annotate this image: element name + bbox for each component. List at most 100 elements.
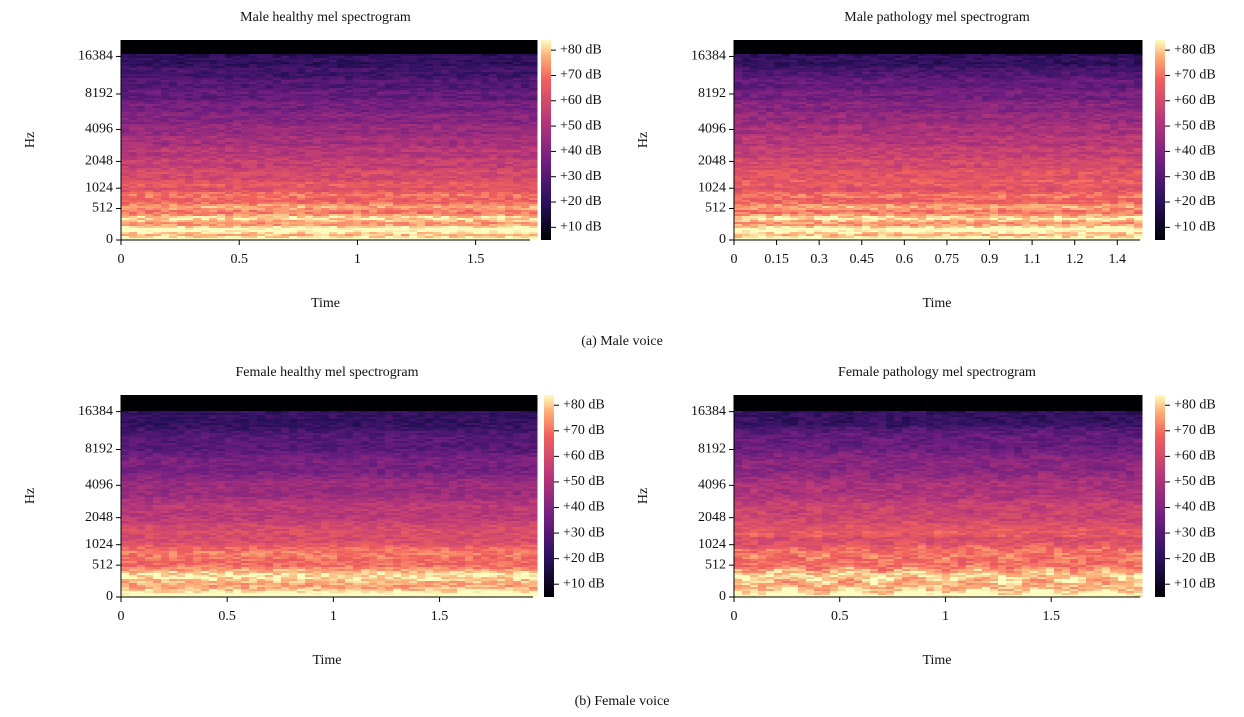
pixel (145, 128, 154, 130)
pixel (377, 76, 386, 78)
pixel (465, 228, 474, 230)
pixel (361, 192, 370, 194)
pixel (297, 138, 306, 140)
pixel (393, 230, 402, 232)
pixel (313, 76, 322, 78)
pixel (121, 46, 130, 48)
pixel (529, 62, 538, 64)
pixel (193, 42, 202, 44)
pixel (129, 130, 138, 132)
pixel (433, 140, 442, 142)
pixel (313, 56, 322, 58)
pixel (193, 180, 202, 182)
pixel (377, 152, 386, 154)
pixel (433, 98, 442, 100)
pixel (441, 96, 450, 98)
pixel (385, 116, 394, 118)
pixel (169, 120, 178, 122)
pixel (521, 192, 530, 194)
pixel (441, 56, 450, 58)
pixel (257, 112, 266, 114)
pixel (233, 110, 242, 112)
pixel (193, 210, 202, 212)
pixel (169, 78, 178, 80)
pixel (393, 52, 402, 54)
pixel (289, 152, 298, 154)
pixel (441, 98, 450, 100)
pixel (185, 74, 194, 76)
pixel (465, 160, 474, 162)
pixel (465, 230, 474, 232)
pixel (393, 74, 402, 76)
pixel (201, 92, 210, 94)
pixel (297, 220, 306, 222)
pixel (473, 92, 482, 94)
pixel (473, 140, 482, 142)
pixel (345, 62, 354, 64)
pixel (377, 40, 386, 42)
pixel (385, 138, 394, 140)
pixel (505, 96, 514, 98)
pixel (249, 118, 258, 120)
pixel (225, 218, 234, 220)
pixel (177, 142, 186, 144)
pixel (169, 102, 178, 104)
pixel (313, 124, 322, 126)
pixel (417, 192, 426, 194)
pixel (233, 102, 242, 104)
pixel (265, 48, 274, 50)
pixel (401, 54, 410, 56)
pixel (337, 42, 346, 44)
pixel (473, 186, 482, 188)
pixel (329, 194, 338, 196)
pixel (321, 48, 330, 50)
pixel (257, 214, 266, 216)
pixel (505, 42, 514, 44)
pixel (521, 64, 530, 66)
pixel (465, 46, 474, 48)
pixel (369, 188, 378, 190)
pixel (193, 206, 202, 208)
pixel (153, 150, 162, 152)
pixel (497, 46, 506, 48)
pixel (169, 164, 178, 166)
pixel (441, 88, 450, 90)
pixel (497, 122, 506, 124)
pixel (505, 50, 514, 52)
pixel (385, 182, 394, 184)
pixel (521, 58, 530, 60)
pixel (305, 124, 314, 126)
pixel (329, 60, 338, 62)
pixel (201, 146, 210, 148)
pixel (249, 48, 258, 50)
pixel (361, 208, 370, 210)
pixel (121, 148, 130, 150)
pixel (129, 154, 138, 156)
pixel (521, 220, 530, 222)
pixel (121, 154, 130, 156)
pixel (249, 60, 258, 62)
pixel (313, 82, 322, 84)
pixel (129, 98, 138, 100)
pixel (377, 142, 386, 144)
pixel (185, 222, 194, 224)
pixel (289, 100, 298, 102)
pixel (481, 74, 490, 76)
pixel (289, 118, 298, 120)
pixel (409, 178, 418, 180)
pixel (441, 42, 450, 44)
pixel (305, 176, 314, 178)
pixel (193, 130, 202, 132)
pixel (489, 88, 498, 90)
pixel (329, 136, 338, 138)
pixel (161, 224, 170, 226)
pixel (305, 50, 314, 52)
pixel (137, 78, 146, 80)
pixel (241, 202, 250, 204)
pixel (145, 144, 154, 146)
pixel (321, 94, 330, 96)
pixel (385, 130, 394, 132)
pixel (169, 160, 178, 162)
pixel (385, 214, 394, 216)
pixel (497, 98, 506, 100)
